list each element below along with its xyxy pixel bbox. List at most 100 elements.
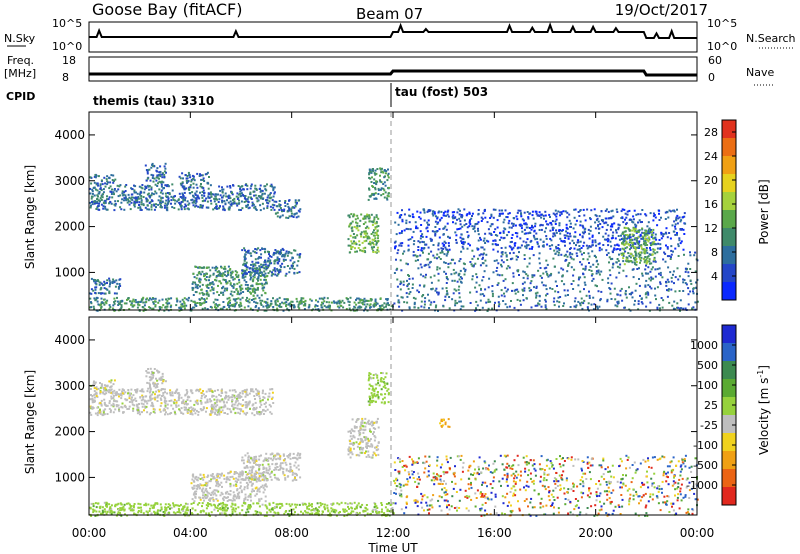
range-gate-cell <box>263 267 266 270</box>
range-gate-cell <box>533 229 536 232</box>
range-gate-cell <box>221 388 223 391</box>
range-gate-cell <box>249 193 252 196</box>
range-gate-cell <box>147 399 150 402</box>
range-gate-cell <box>151 308 154 311</box>
range-gate-cell <box>261 399 264 402</box>
range-gate-cell <box>154 398 157 401</box>
range-gate-cell <box>257 307 260 310</box>
range-gate-cell <box>597 220 600 223</box>
range-gate-cell <box>166 184 169 186</box>
range-gate-cell <box>189 413 192 415</box>
range-gate-cell <box>108 202 111 205</box>
range-gate-cell <box>257 277 260 280</box>
range-gate-cell <box>185 187 188 190</box>
range-gate-cell <box>508 305 511 308</box>
range-gate-cell <box>163 401 166 403</box>
range-gate-cell <box>401 218 404 221</box>
range-gate-cell <box>547 223 550 226</box>
range-gate-cell <box>298 301 301 303</box>
range-gate-cell <box>565 234 568 237</box>
range-gate-cell <box>100 403 103 406</box>
range-gate-cell <box>156 379 159 382</box>
range-gate-cell <box>580 247 583 249</box>
range-gate-cell <box>384 172 387 175</box>
range-gate-cell <box>110 193 113 195</box>
range-gate-cell <box>375 222 378 225</box>
range-gate-cell <box>113 379 116 382</box>
range-gate-cell <box>100 282 103 285</box>
range-gate-cell <box>229 186 232 189</box>
range-gate-cell <box>137 303 140 306</box>
range-gate-cell <box>256 287 259 290</box>
range-gate-cell <box>222 301 225 303</box>
range-gate-cell <box>138 203 140 206</box>
range-gate-cell <box>550 239 553 242</box>
range-gate-cell <box>255 197 258 200</box>
range-gate-cell <box>144 395 147 398</box>
range-gate-cell <box>244 390 247 393</box>
range-gate-cell <box>222 272 225 275</box>
range-gate-cell <box>246 394 249 397</box>
range-gate-cell <box>152 382 155 385</box>
range-gate-cell <box>89 192 92 195</box>
range-gate-cell <box>255 251 258 254</box>
range-gate-cell <box>502 261 505 264</box>
range-gate-cell <box>108 402 111 405</box>
range-gate-cell <box>582 208 585 211</box>
range-gate-cell <box>448 248 451 251</box>
range-gate-cell <box>522 294 524 297</box>
range-gate-cell <box>569 222 572 225</box>
range-gate-cell <box>267 202 270 205</box>
colorbar-swatch <box>722 282 736 301</box>
range-gate-cell <box>264 263 267 266</box>
range-gate-cell <box>660 297 663 299</box>
range-gate-cell <box>401 309 404 312</box>
range-gate-cell <box>112 383 115 386</box>
range-gate-cell <box>237 395 240 398</box>
range-gate-cell <box>276 259 279 261</box>
range-gate-cell <box>228 396 231 399</box>
range-gate-cell <box>124 190 127 192</box>
range-gate-cell <box>148 413 151 416</box>
range-gate-cell <box>101 292 104 295</box>
range-gate-cell <box>545 237 548 240</box>
range-gate-cell <box>411 213 414 216</box>
range-gate-cell <box>611 225 614 228</box>
range-gate-cell <box>299 208 302 211</box>
range-gate-cell <box>595 272 598 275</box>
range-gate-cell <box>165 298 167 301</box>
range-gate-cell <box>594 214 597 217</box>
range-gate-cell <box>634 248 637 251</box>
range-gate-cell <box>489 225 492 228</box>
range-gate-cell <box>381 167 383 170</box>
range-gate-cell <box>677 255 680 257</box>
range-gate-cell <box>234 270 237 273</box>
range-gate-cell <box>170 404 173 407</box>
range-gate-cell <box>356 297 359 300</box>
range-gate-cell <box>296 253 299 256</box>
range-gate-cell <box>670 256 672 259</box>
range-gate-cell <box>131 396 133 399</box>
range-gate-cell <box>649 212 652 215</box>
range-gate-cell <box>177 392 180 395</box>
range-gate-cell <box>459 236 462 239</box>
range-gate-cell <box>127 200 130 203</box>
range-gate-cell <box>558 224 561 227</box>
range-gate-cell <box>385 170 388 173</box>
range-gate-cell <box>271 391 274 394</box>
range-gate-cell <box>658 303 661 306</box>
range-gate-cell <box>567 263 570 266</box>
range-gate-cell <box>125 184 128 186</box>
range-gate-cell <box>560 212 563 215</box>
range-gate-cell <box>258 265 261 268</box>
range-gate-cell <box>598 305 601 308</box>
range-gate-cell <box>124 391 127 394</box>
range-gate-cell <box>620 210 623 213</box>
range-gate-cell <box>453 211 456 214</box>
range-gate-cell <box>687 271 690 274</box>
range-gate-cell <box>156 396 159 399</box>
range-gate-cell <box>199 388 202 391</box>
range-gate-cell <box>91 190 94 193</box>
range-gate-cell <box>224 405 227 408</box>
range-gate-cell <box>543 230 546 233</box>
